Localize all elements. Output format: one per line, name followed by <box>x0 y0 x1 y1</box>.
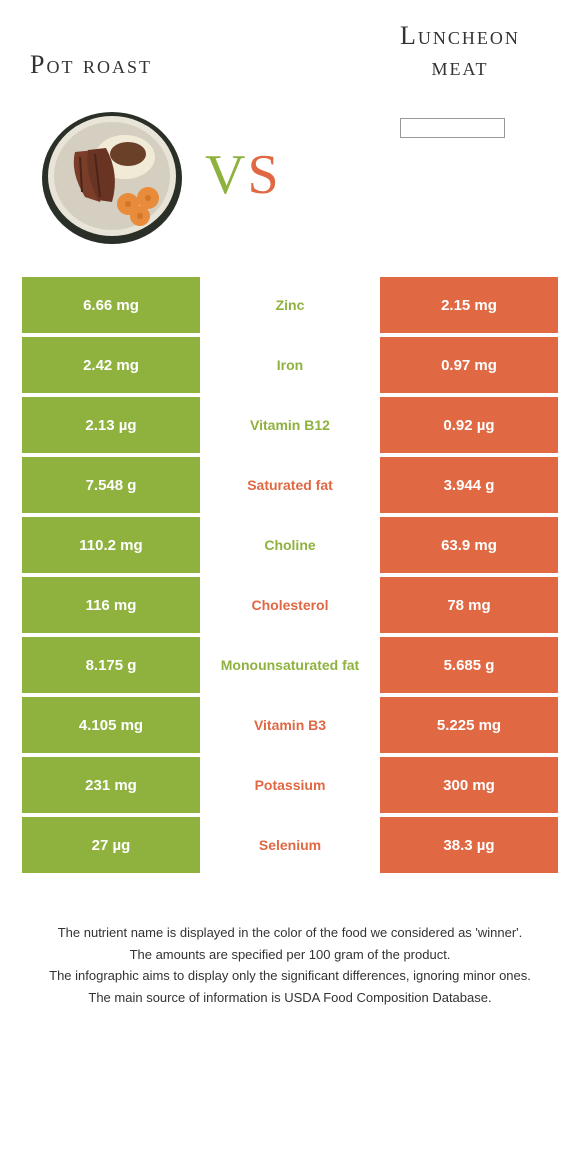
value-right: 78 mg <box>380 577 558 633</box>
nutrient-label: Choline <box>200 517 380 573</box>
title-right-line1: Luncheon <box>400 21 520 50</box>
table-row: 8.175 gMonounsaturated fat5.685 g <box>22 637 558 693</box>
nutrient-label: Selenium <box>200 817 380 873</box>
table-row: 2.13 µgVitamin B120.92 µg <box>22 397 558 453</box>
title-left: Pot roast <box>30 50 152 80</box>
footer-notes: The nutrient name is displayed in the co… <box>0 923 580 1007</box>
value-left: 2.42 mg <box>22 337 200 393</box>
nutrient-label: Iron <box>200 337 380 393</box>
nutrient-label: Vitamin B12 <box>200 397 380 453</box>
footer-line: The main source of information is USDA F… <box>30 988 550 1008</box>
value-right: 300 mg <box>380 757 558 813</box>
nutrient-label: Vitamin B3 <box>200 697 380 753</box>
value-right: 0.97 mg <box>380 337 558 393</box>
value-right: 3.944 g <box>380 457 558 513</box>
value-left: 110.2 mg <box>22 517 200 573</box>
table-row: 116 mgCholesterol78 mg <box>22 577 558 633</box>
vs-v: V <box>205 144 247 206</box>
table-row: 7.548 gSaturated fat3.944 g <box>22 457 558 513</box>
header: Pot roast Luncheon meat <box>0 0 580 92</box>
value-left: 27 µg <box>22 817 200 873</box>
table-row: 2.42 mgIron0.97 mg <box>22 337 558 393</box>
value-right: 38.3 µg <box>380 817 558 873</box>
value-right: 2.15 mg <box>380 277 558 333</box>
footer-line: The nutrient name is displayed in the co… <box>30 923 550 943</box>
vs-s: S <box>247 144 280 206</box>
nutrient-label: Potassium <box>200 757 380 813</box>
value-right: 0.92 µg <box>380 397 558 453</box>
value-left: 4.105 mg <box>22 697 200 753</box>
table-row: 6.66 mgZinc2.15 mg <box>22 277 558 333</box>
table-row: 27 µgSelenium38.3 µg <box>22 817 558 873</box>
value-left: 7.548 g <box>22 457 200 513</box>
value-right: 5.685 g <box>380 637 558 693</box>
table-row: 231 mgPotassium300 mg <box>22 757 558 813</box>
value-right: 5.225 mg <box>380 697 558 753</box>
value-left: 231 mg <box>22 757 200 813</box>
table-row: 4.105 mgVitamin B35.225 mg <box>22 697 558 753</box>
table-row: 110.2 mgCholine63.9 mg <box>22 517 558 573</box>
nutrient-label: Zinc <box>200 277 380 333</box>
footer-line: The amounts are specified per 100 gram o… <box>30 945 550 965</box>
value-right: 63.9 mg <box>380 517 558 573</box>
nutrient-label: Monounsaturated fat <box>200 637 380 693</box>
comparison-table: 6.66 mgZinc2.15 mg2.42 mgIron0.97 mg2.13… <box>22 277 558 873</box>
image-placeholder <box>400 118 505 138</box>
title-right: Luncheon meat <box>370 20 550 82</box>
title-right-line2: meat <box>432 52 489 81</box>
value-left: 6.66 mg <box>22 277 200 333</box>
nutrient-label: Cholesterol <box>200 577 380 633</box>
value-left: 2.13 µg <box>22 397 200 453</box>
vs-label: VS <box>205 143 281 207</box>
value-left: 116 mg <box>22 577 200 633</box>
pot-roast-image <box>40 102 185 247</box>
footer-line: The infographic aims to display only the… <box>30 966 550 986</box>
nutrient-label: Saturated fat <box>200 457 380 513</box>
value-left: 8.175 g <box>22 637 200 693</box>
